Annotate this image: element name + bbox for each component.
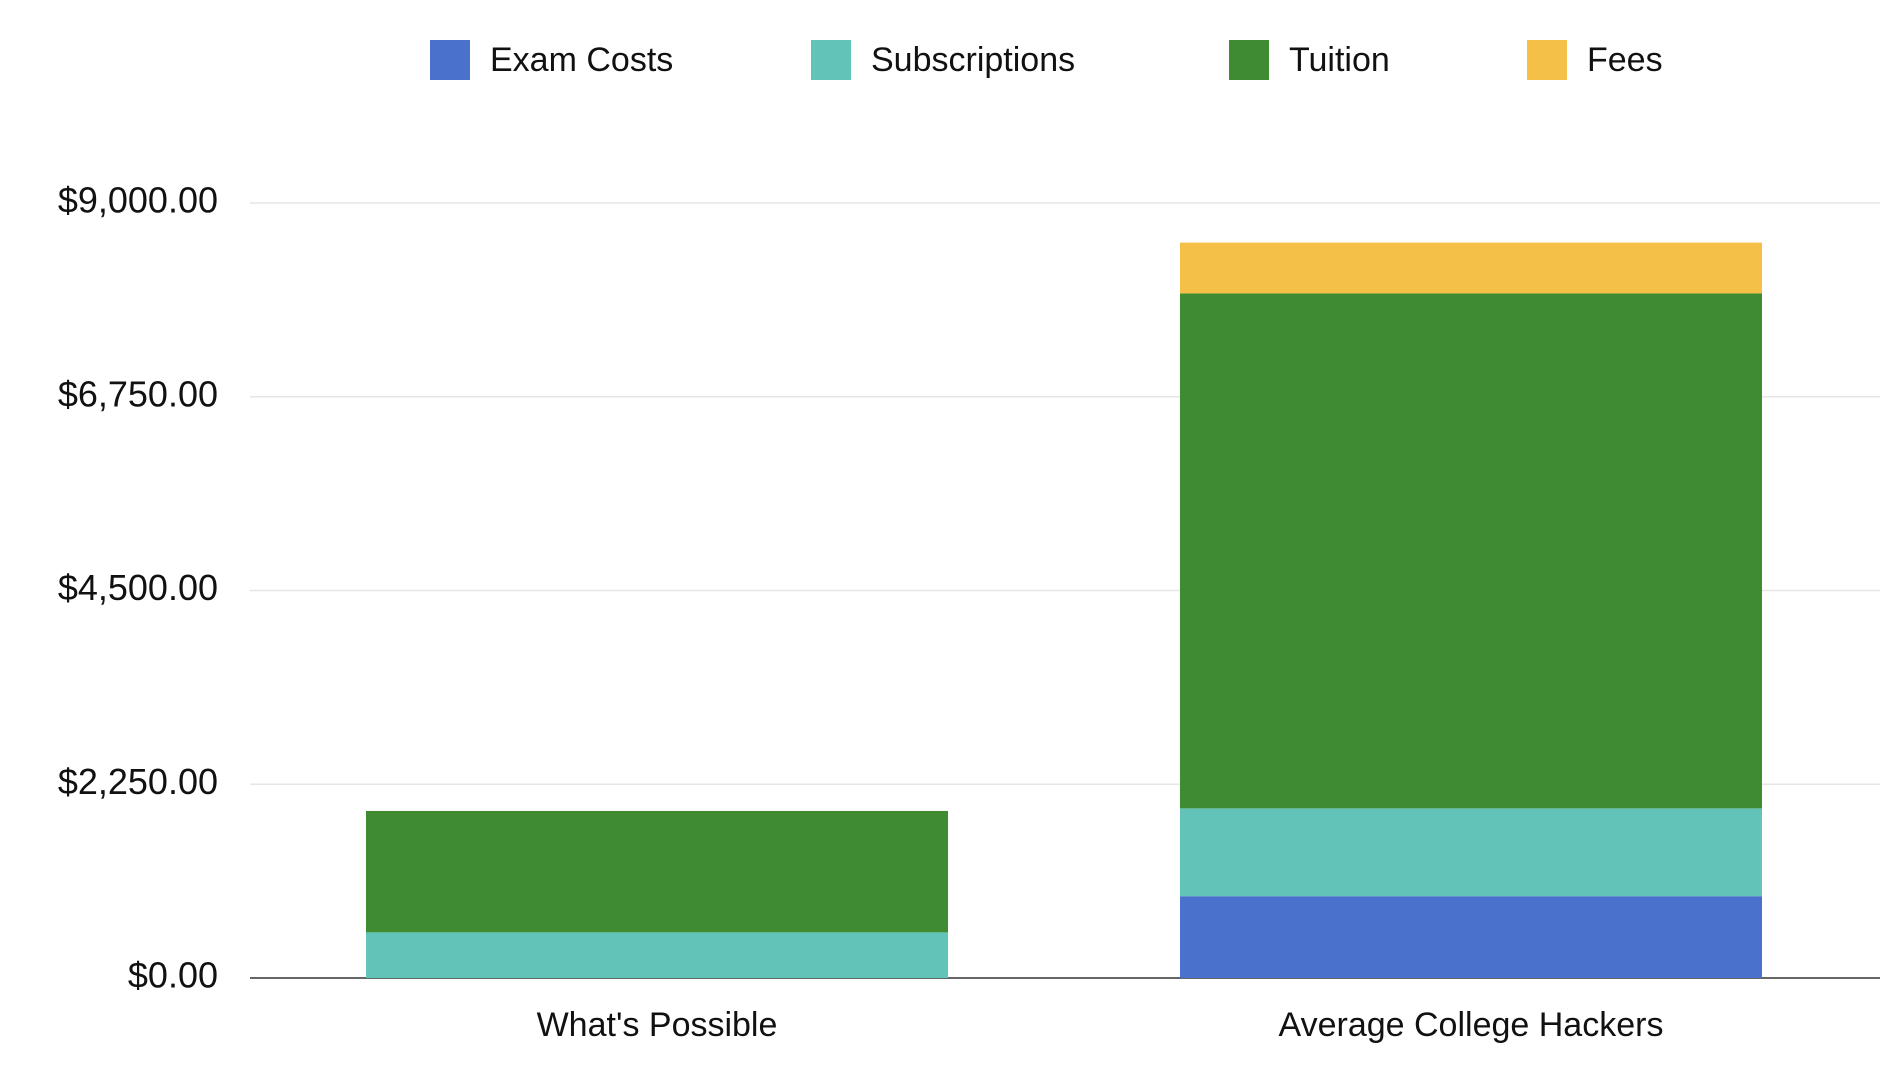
bar-segment-subscriptions [366, 932, 948, 978]
bar-segment-fees [1180, 242, 1762, 294]
y-tick-label: $0.00 [128, 955, 218, 996]
legend-label: Exam Costs [490, 41, 673, 79]
bar-segment-tuition [366, 810, 948, 933]
legend-swatch [1229, 40, 1269, 80]
legend-label: Subscriptions [871, 41, 1075, 79]
y-tick-label: $6,750.00 [58, 373, 218, 414]
y-tick-label: $9,000.00 [58, 180, 218, 221]
y-tick-label: $4,500.00 [58, 567, 218, 608]
y-tick-label: $2,250.00 [58, 761, 218, 802]
legend-swatch [430, 40, 470, 80]
legend-label: Tuition [1289, 41, 1390, 79]
bar-segment-subscriptions [1180, 808, 1762, 897]
category-label: Average College Hackers [1279, 1006, 1664, 1044]
category-label: What's Possible [537, 1006, 778, 1044]
bar-segment-tuition [1180, 293, 1762, 809]
bar-segment-exam-costs [1180, 896, 1762, 978]
legend-swatch [1527, 40, 1567, 80]
legend-swatch [811, 40, 851, 80]
legend-label: Fees [1587, 41, 1663, 79]
